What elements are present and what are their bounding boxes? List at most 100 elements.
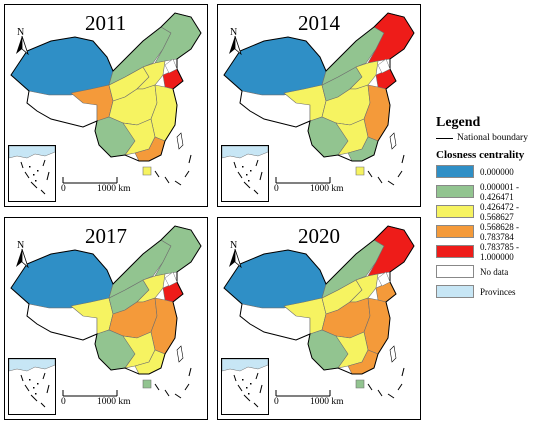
- svg-text:N: N: [17, 27, 24, 38]
- scale-label-end: 1000 km: [310, 397, 344, 407]
- inset-island: [29, 379, 31, 381]
- north-arrow-icon: N: [16, 27, 29, 55]
- inset-boundary-dash: [255, 159, 259, 167]
- region-hainan: [355, 379, 365, 389]
- region-shandong: [375, 281, 397, 303]
- legend-item: 0.568628 - 0.783784: [436, 222, 548, 242]
- maritime-boundary-dash: [164, 176, 170, 184]
- legend-item-label: 0.426472 - 0.568627: [480, 201, 519, 222]
- svg-text:N: N: [230, 27, 237, 38]
- svg-text:N: N: [230, 240, 237, 251]
- maritime-boundary-dash: [397, 170, 403, 178]
- china-map: [223, 12, 415, 186]
- national-boundary: [223, 225, 415, 375]
- legend-item: 0.000001 - 0.426471: [436, 182, 548, 202]
- panel-year: 2011: [85, 11, 127, 35]
- maritime-boundary-dash: [174, 180, 182, 186]
- inset-island: [250, 170, 252, 172]
- inset-boundary-dash: [253, 402, 259, 408]
- legend-title: Legend: [436, 115, 481, 130]
- inset-island: [33, 387, 35, 389]
- inset-boundary-dash: [20, 374, 24, 382]
- scale-label-end: 1000 km: [97, 184, 131, 194]
- maritime-boundary-dash: [184, 383, 190, 391]
- inset-boundary-dash: [20, 161, 24, 169]
- inset-boundary-dash: [233, 161, 237, 169]
- region-taiwan: [389, 132, 397, 150]
- region-shandong: [162, 68, 184, 90]
- scale-label-zero: 0: [274, 184, 279, 194]
- inset-mainland: [221, 145, 269, 159]
- map-panel-2020: 2020 N 0 1000 km: [217, 217, 421, 420]
- bohai-sea: [377, 271, 391, 287]
- legend-swatch: [436, 285, 474, 298]
- inset-boundary-dash: [255, 372, 259, 380]
- inset-island: [29, 166, 31, 168]
- south-china-sea-inset: [221, 145, 269, 202]
- inset-island: [242, 379, 244, 381]
- legend-item: 0.783785 - 1.000000: [436, 242, 548, 262]
- maritime-boundary-dash: [397, 383, 403, 391]
- maritime-boundary-dash: [184, 170, 190, 178]
- scale-bar: 0 1000 km: [274, 175, 364, 201]
- maritime-boundary-dash: [387, 393, 395, 399]
- maritime-boundary-dash: [377, 389, 383, 397]
- north-arrow-icon: N: [16, 240, 29, 268]
- inset-boundary-dash: [24, 384, 30, 392]
- inset-mainland: [8, 358, 56, 372]
- panel-year: 2017: [85, 224, 127, 248]
- maritime-boundary-dash: [401, 367, 405, 377]
- legend-swatch: [436, 225, 474, 238]
- legend-swatch: [436, 165, 474, 178]
- legend-item: 0.000000: [436, 165, 548, 178]
- region-taiwan: [389, 345, 397, 363]
- south-china-sea-inset: [221, 358, 269, 415]
- inset-boundary-dash: [40, 402, 46, 408]
- maritime-boundary-dash: [188, 367, 192, 377]
- legend-item-label: 0.000001 - 0.426471: [480, 181, 519, 202]
- legend-item-label: No data: [480, 266, 509, 277]
- region-taiwan: [176, 345, 184, 363]
- legend-item: Provinces: [436, 285, 548, 298]
- maritime-boundary-dash: [387, 180, 395, 186]
- inset-boundary-dash: [46, 171, 50, 181]
- inset-boundary-dash: [237, 171, 243, 179]
- inset-island: [37, 170, 39, 172]
- region-hainan: [355, 166, 365, 176]
- legend-items: 0.000000 0.000001 - 0.426471 0.426472 - 0.…: [436, 165, 548, 298]
- inset-boundary-dash: [237, 384, 243, 392]
- maritime-boundary-dash: [367, 383, 373, 391]
- inset-mainland: [221, 358, 269, 372]
- inset-mainland: [8, 145, 56, 159]
- region-taiwan: [176, 132, 184, 150]
- maritime-boundary-dash: [154, 383, 160, 391]
- legend-swatch: [436, 265, 474, 278]
- map-panel-2017: 2017 N 0 1000 km: [4, 217, 208, 420]
- inset-boundary-dash: [30, 181, 38, 189]
- inset-island: [33, 174, 35, 176]
- inset-boundary-dash: [40, 189, 46, 195]
- north-arrow-icon: N: [229, 240, 242, 268]
- inset-island: [246, 174, 248, 176]
- inset-boundary-dash: [243, 181, 251, 189]
- maritime-boundary-dash: [367, 170, 373, 178]
- maritime-boundary-dash: [174, 393, 182, 399]
- scale-bar: 0 1000 km: [274, 388, 364, 414]
- inset-boundary-dash: [46, 384, 50, 394]
- legend-swatch: [436, 205, 474, 218]
- inset-island: [250, 383, 252, 385]
- maritime-boundary-dash: [401, 154, 405, 164]
- region-shandong: [162, 281, 184, 303]
- legend-item-label: 0.000000: [480, 166, 514, 177]
- legend-item-label: Provinces: [480, 286, 516, 297]
- bohai-sea: [377, 58, 391, 74]
- maritime-boundary-dash: [377, 176, 383, 184]
- maritime-boundary-dash: [164, 389, 170, 397]
- scale-label-end: 1000 km: [97, 397, 131, 407]
- inset-boundary-dash: [253, 189, 259, 195]
- maritime-boundary-dash: [188, 154, 192, 164]
- scale-label-zero: 0: [61, 184, 66, 194]
- region-hainan: [142, 166, 152, 176]
- china-map: [10, 12, 202, 186]
- inset-island: [248, 393, 250, 395]
